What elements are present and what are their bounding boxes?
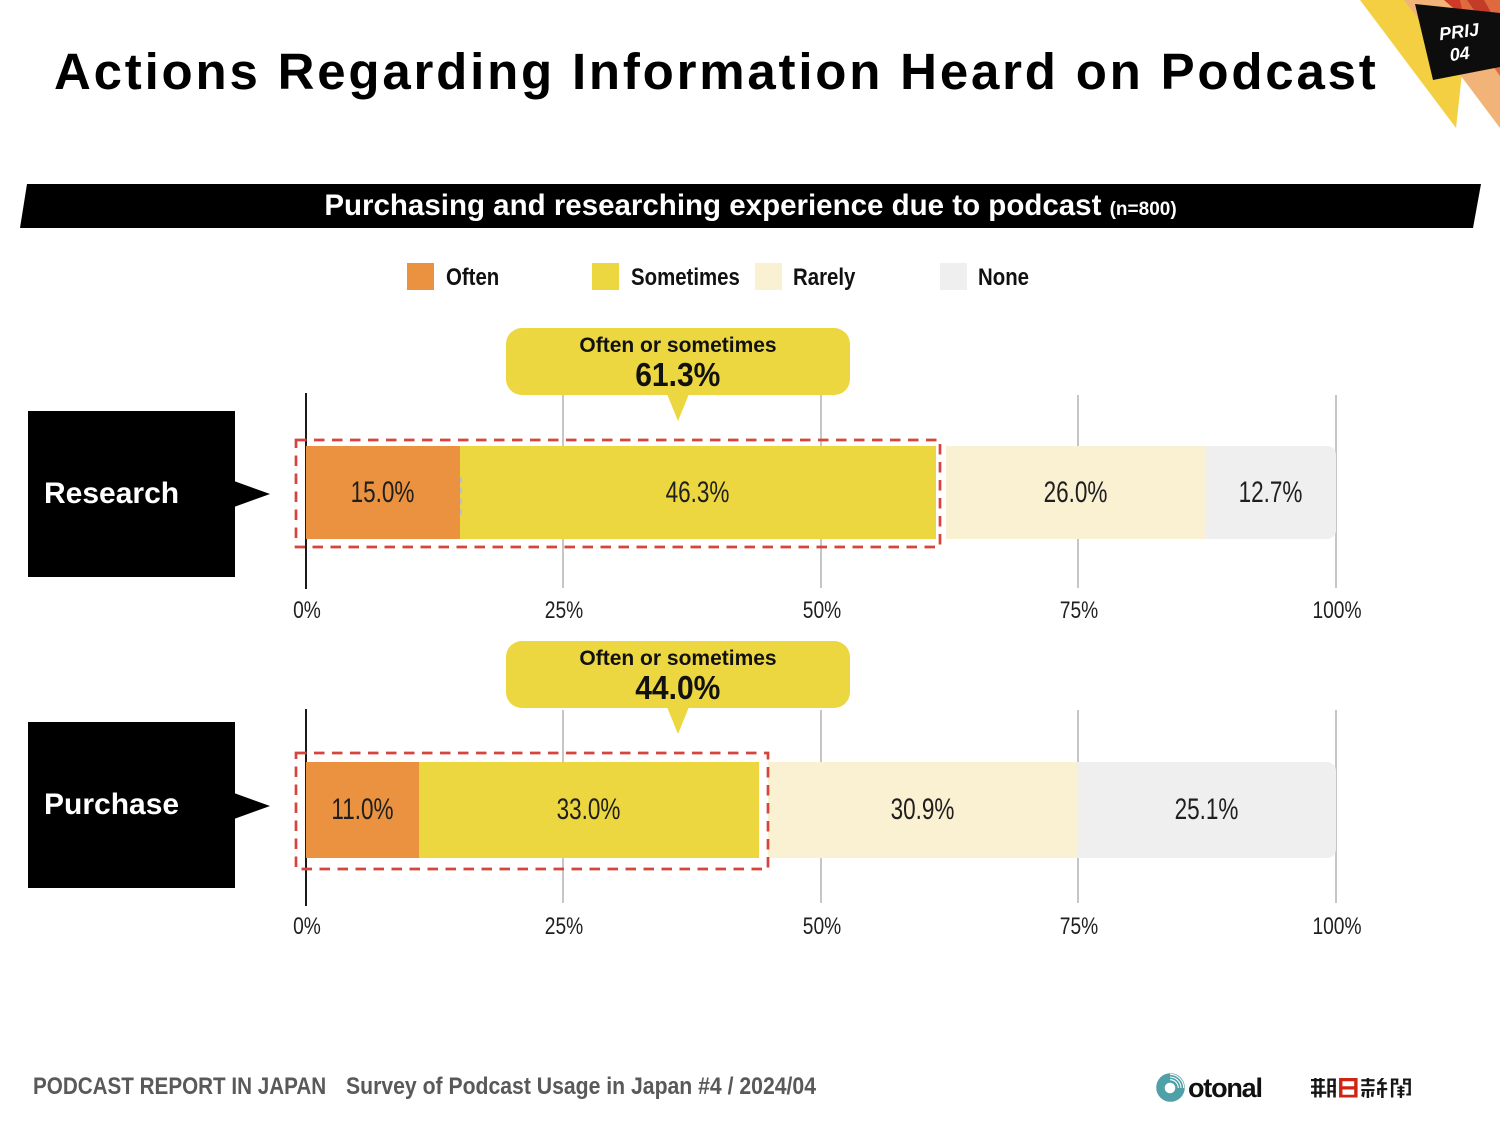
svg-text:04: 04	[1449, 43, 1471, 65]
svg-text:PRIJ: PRIJ	[1438, 19, 1481, 44]
svg-text:otonal: otonal	[1188, 1073, 1262, 1103]
